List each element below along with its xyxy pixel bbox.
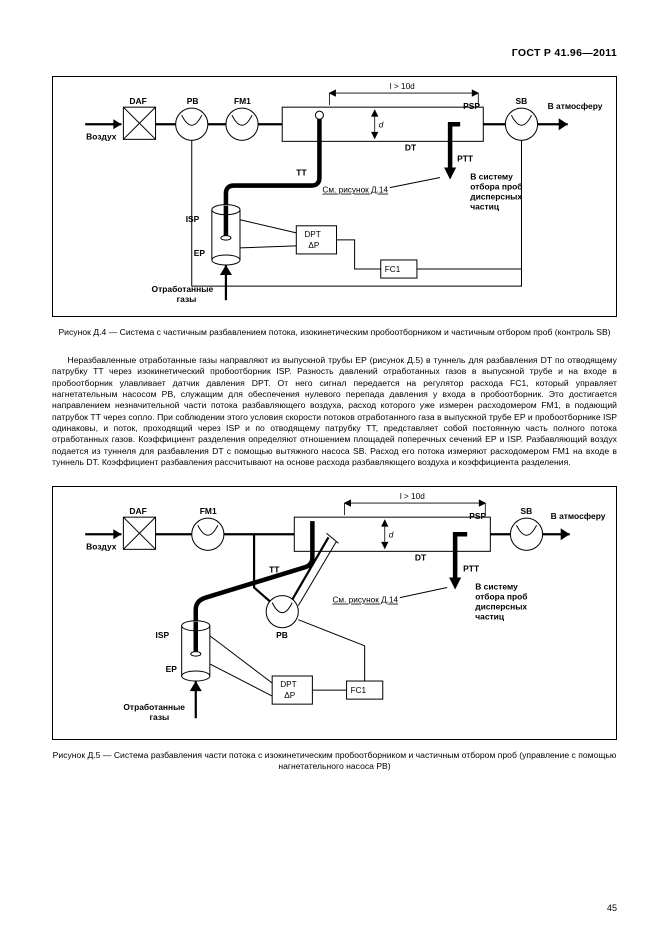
fc1-label: FC1 [351,687,367,696]
daf-label: DAF [129,96,146,106]
body-paragraph: Неразбавленные отработанные газы направл… [52,355,617,468]
dt-label: DT [415,553,427,563]
sb-label: SB [520,507,532,517]
figure-d5: l > 10d Воздух DAF FM1 d DT PSP SB [52,486,617,739]
air-in-label: Воздух [86,542,117,552]
to-sys1: В систему [470,172,513,182]
fm1-label: FM1 [234,96,251,106]
isp-label: ISP [156,630,170,640]
dim-label: l > 10d [390,82,415,91]
ptt-label: PTT [463,564,480,574]
see-fig-label: См. рисунок Д.14 [332,596,398,605]
dim-label: l > 10d [400,493,425,502]
d-label: d [379,120,384,129]
dt-label: DT [405,143,417,153]
sb-label: SB [515,96,527,106]
dpt-label: DPT [304,230,320,239]
to-sys4: частиц [475,612,505,622]
exhaust1: Отработанные [123,703,185,713]
to-sys3: дисперсных [470,192,522,202]
page: ГОСТ Р 41.96—2011 l > 10d Воздух DAF PB … [0,0,661,936]
ep-label: EP [166,664,178,674]
to-sys1: В систему [475,582,518,592]
pb-label: PB [187,96,199,106]
to-sys2: отбора проб [470,182,522,192]
d-label: d [389,531,394,540]
tt-label: TT [296,168,307,178]
to-sys4: частиц [470,202,500,212]
exhaust2: газы [177,294,197,304]
psp-label: PSP [469,512,486,522]
dp-label: ΔP [308,241,320,250]
daf-label: DAF [129,507,146,517]
air-in-label: Воздух [86,132,117,142]
figure-d5-caption: Рисунок Д.5 — Система разбавления части … [52,750,617,773]
to-atm-label: В атмосферу [551,512,606,522]
fc1-label: FC1 [385,265,401,274]
fm1-label: FM1 [200,507,217,517]
dpt-label: DPT [280,681,296,690]
psp-label: PSP [463,101,480,111]
isp-label: ISP [186,214,200,224]
page-number: 45 [607,902,617,914]
exhaust1: Отработанные [152,284,214,294]
figure-d4-caption: Рисунок Д.4 — Система с частичным разбав… [52,327,617,339]
figure-d4: l > 10d Воздух DAF PB FM1 d DT PSP [52,76,617,317]
ep-label: EP [194,248,206,258]
to-sys3: дисперсных [475,602,527,612]
exhaust2: газы [150,713,170,723]
tt-label: TT [269,565,280,575]
to-sys2: отбора проб [475,592,527,602]
pb-label: PB [276,630,288,640]
dp-label: ΔP [284,692,296,701]
ptt-label: PTT [457,154,474,164]
standard-header: ГОСТ Р 41.96—2011 [52,46,617,60]
to-atm-label: В атмосферу [548,101,603,111]
see-fig-label: См. рисунок Д.14 [322,186,388,195]
